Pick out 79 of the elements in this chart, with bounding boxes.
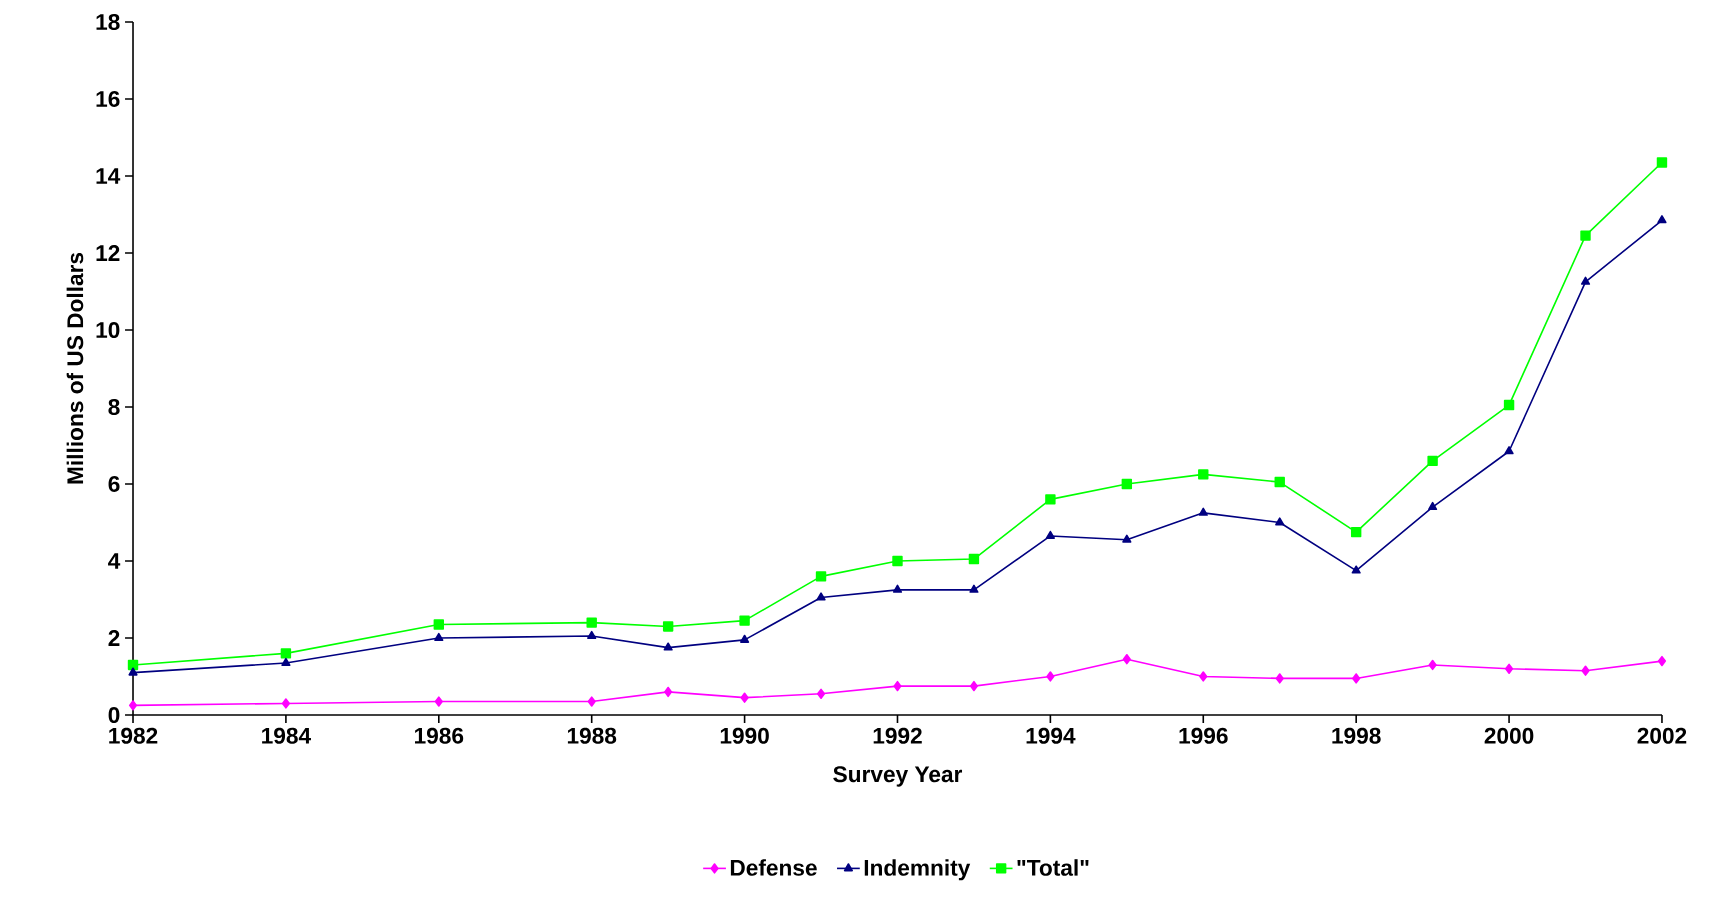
- point: [586, 617, 597, 628]
- point: [1046, 671, 1055, 682]
- x-tick-label: 2000: [1484, 727, 1534, 744]
- point: [663, 642, 673, 651]
- point: [587, 630, 597, 640]
- point: [1656, 157, 1668, 168]
- y-tick-label: 4: [108, 553, 121, 569]
- point: [815, 571, 827, 582]
- y-tick-label: 16: [96, 90, 120, 108]
- point: [1351, 565, 1361, 574]
- y-tick-label: 18: [96, 13, 120, 31]
- point: [664, 686, 673, 698]
- point: [740, 692, 749, 703]
- point: [893, 680, 902, 692]
- point: [434, 696, 443, 707]
- x-tick-label: 1984: [262, 727, 311, 744]
- y-axis-title: Millions of US Dollars: [66, 252, 84, 484]
- point: [969, 680, 979, 692]
- point: [1503, 399, 1515, 411]
- point: [739, 615, 750, 626]
- point: [1045, 530, 1055, 539]
- point: [1045, 494, 1056, 505]
- point: [1198, 507, 1208, 516]
- point: [816, 688, 826, 700]
- point: [128, 700, 138, 711]
- point: [1352, 673, 1361, 684]
- x-axis-title: Survey Year: [833, 766, 963, 787]
- point: [892, 555, 903, 567]
- point: [434, 632, 444, 641]
- y-tick-label: 6: [108, 475, 120, 493]
- point: [281, 698, 291, 709]
- x-tick-label: 1982: [109, 727, 158, 744]
- legend-label: "Total": [1017, 859, 1089, 876]
- x-tick-label: 1986: [415, 727, 464, 744]
- point: [1350, 526, 1362, 538]
- point: [280, 648, 292, 659]
- point: [1121, 478, 1133, 490]
- point: [739, 634, 750, 643]
- point: [1122, 653, 1131, 665]
- point: [1275, 673, 1284, 684]
- y-tick-label: 8: [108, 398, 120, 416]
- point: [1275, 517, 1285, 526]
- point: [1427, 455, 1438, 467]
- point: [281, 657, 291, 667]
- point: [1504, 663, 1514, 674]
- x-tick-label: 2002: [1637, 727, 1687, 744]
- point: [1274, 476, 1285, 488]
- point: [587, 696, 596, 707]
- point: [1199, 671, 1208, 682]
- point: [1580, 230, 1591, 241]
- y-tick-label: 10: [96, 321, 120, 339]
- x-tick-label: 1990: [720, 727, 769, 744]
- point: [1581, 665, 1590, 676]
- point: [969, 584, 979, 593]
- x-tick-label: 1988: [567, 727, 617, 744]
- legend-label: Defense: [730, 859, 817, 876]
- point: [1657, 215, 1667, 224]
- y-tick-label: 0: [108, 706, 120, 724]
- point: [892, 584, 903, 593]
- point: [662, 621, 674, 632]
- point: [1580, 276, 1591, 285]
- point: [1428, 501, 1438, 511]
- point: [1428, 659, 1437, 671]
- x-tick-label: 1992: [873, 727, 922, 744]
- x-tick-label: 1998: [1332, 727, 1381, 744]
- point: [968, 553, 980, 565]
- x-tick-label: 1994: [1026, 727, 1076, 744]
- y-tick-label: 12: [96, 245, 120, 261]
- point: [1504, 446, 1514, 455]
- point: [433, 619, 444, 630]
- y-tick-label: 14: [96, 168, 121, 184]
- point: [1122, 534, 1132, 543]
- legend-label: Indemnity: [864, 859, 971, 881]
- point: [1657, 655, 1667, 667]
- point: [1198, 469, 1209, 480]
- y-tick-label: 2: [108, 630, 120, 646]
- x-tick-label: 1996: [1179, 727, 1228, 744]
- point: [128, 667, 138, 676]
- point: [816, 592, 826, 601]
